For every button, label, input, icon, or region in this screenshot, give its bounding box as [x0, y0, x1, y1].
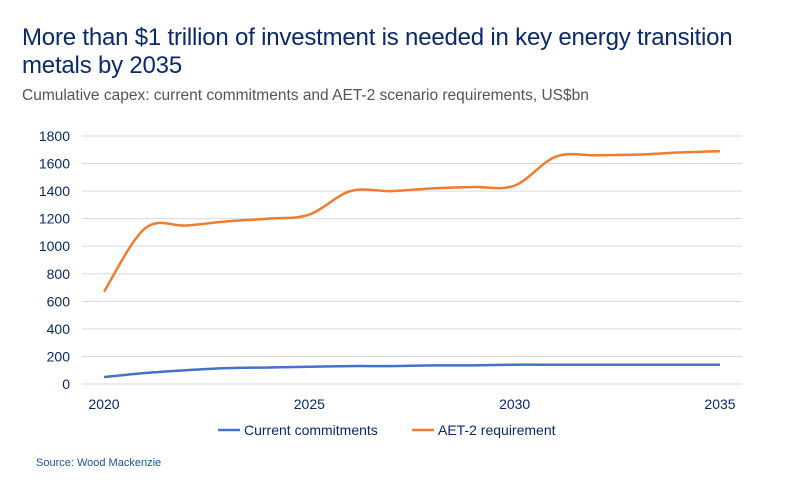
source-note: Source: Wood Mackenzie — [36, 457, 162, 469]
y-tick-label: 1200 — [39, 211, 70, 227]
y-tick-label: 1800 — [39, 128, 70, 144]
legend-label: AET-2 requirement — [438, 422, 556, 438]
y-tick-label: 1600 — [39, 156, 70, 172]
y-tick-label: 800 — [47, 266, 71, 282]
x-tick-label: 2035 — [704, 396, 735, 412]
y-tick-label: 0 — [62, 376, 70, 392]
x-tick-label: 2020 — [88, 396, 119, 412]
chart-subtitle: Cumulative capex: current commitments an… — [22, 87, 589, 104]
y-tick-label: 600 — [47, 293, 71, 309]
y-tick-label: 1400 — [39, 183, 70, 199]
y-tick-label: 200 — [47, 348, 71, 364]
x-tick-label: 2025 — [294, 396, 325, 412]
y-tick-label: 400 — [47, 321, 71, 337]
y-tick-label: 1000 — [39, 238, 70, 254]
series-line-0 — [103, 363, 720, 379]
series-line-1 — [102, 149, 721, 293]
legend-label: Current commitments — [244, 422, 378, 438]
chart-title: More than $1 trillion of investment is n… — [22, 24, 733, 79]
x-tick-label: 2030 — [499, 396, 530, 412]
